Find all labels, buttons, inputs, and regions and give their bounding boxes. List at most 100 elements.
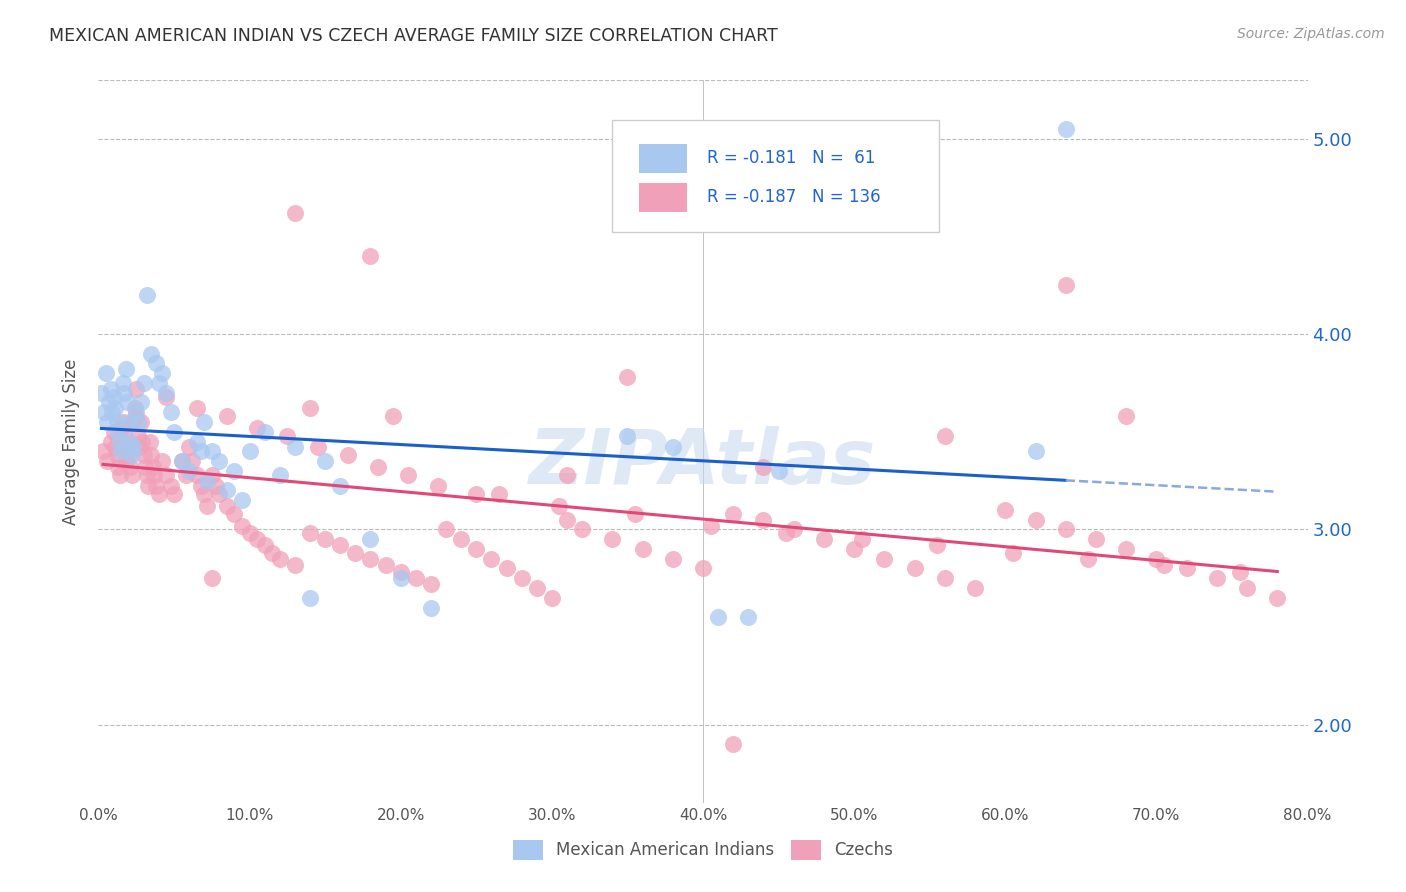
Point bbox=[100, 434, 122, 449]
Point bbox=[284, 441, 307, 455]
Point bbox=[481, 551, 503, 566]
Point bbox=[104, 441, 127, 455]
Point bbox=[93, 405, 115, 419]
Point bbox=[965, 581, 987, 595]
Point bbox=[934, 571, 956, 585]
Point bbox=[555, 467, 578, 482]
Point bbox=[134, 459, 156, 474]
Point bbox=[1206, 571, 1229, 585]
Point bbox=[145, 356, 167, 370]
Point bbox=[121, 467, 143, 482]
Point bbox=[253, 538, 276, 552]
Point bbox=[174, 467, 197, 482]
Point bbox=[269, 467, 291, 482]
Point bbox=[465, 487, 488, 501]
Point bbox=[94, 366, 117, 380]
Point bbox=[127, 428, 149, 442]
Point bbox=[1054, 523, 1077, 537]
Point bbox=[314, 532, 336, 546]
Text: Source: ZipAtlas.com: Source: ZipAtlas.com bbox=[1237, 27, 1385, 41]
Point bbox=[396, 467, 419, 482]
Point bbox=[631, 541, 654, 556]
Point bbox=[129, 395, 152, 409]
Point bbox=[1077, 551, 1099, 566]
Point bbox=[112, 385, 135, 400]
Point bbox=[873, 551, 896, 566]
Point bbox=[108, 434, 131, 449]
Point bbox=[1054, 278, 1077, 293]
Point bbox=[107, 459, 129, 474]
Point bbox=[114, 362, 136, 376]
Point bbox=[661, 551, 683, 566]
Point bbox=[91, 444, 114, 458]
Point bbox=[190, 479, 212, 493]
Point bbox=[190, 444, 212, 458]
Point bbox=[208, 487, 231, 501]
Point bbox=[624, 507, 647, 521]
Point bbox=[927, 538, 949, 552]
Point bbox=[129, 415, 152, 429]
Point bbox=[105, 448, 128, 462]
Point bbox=[389, 566, 412, 580]
Point bbox=[707, 610, 730, 624]
Point bbox=[813, 532, 835, 546]
Point bbox=[155, 385, 177, 400]
Point bbox=[163, 425, 186, 439]
Point bbox=[465, 541, 488, 556]
Point bbox=[1153, 558, 1175, 572]
Point bbox=[299, 526, 322, 541]
Point bbox=[98, 395, 121, 409]
Point bbox=[360, 551, 382, 566]
Point bbox=[120, 434, 142, 449]
Point bbox=[110, 434, 132, 449]
Point bbox=[139, 434, 162, 449]
Point bbox=[434, 523, 457, 537]
Point bbox=[103, 390, 125, 404]
Point bbox=[201, 467, 224, 482]
Point bbox=[299, 401, 322, 416]
Point bbox=[186, 401, 208, 416]
Text: MEXICAN AMERICAN INDIAN VS CZECH AVERAGE FAMILY SIZE CORRELATION CHART: MEXICAN AMERICAN INDIAN VS CZECH AVERAGE… bbox=[49, 27, 778, 45]
Point bbox=[120, 459, 142, 474]
Point bbox=[201, 571, 224, 585]
Point bbox=[1001, 546, 1024, 560]
Point bbox=[1115, 541, 1137, 556]
Point bbox=[768, 464, 790, 478]
Point bbox=[367, 459, 389, 474]
Point bbox=[360, 249, 382, 263]
Point bbox=[111, 376, 134, 390]
Point bbox=[284, 206, 307, 220]
Point bbox=[752, 459, 775, 474]
Point bbox=[262, 546, 284, 560]
Point bbox=[150, 454, 173, 468]
Point bbox=[276, 428, 298, 442]
Point bbox=[851, 532, 873, 546]
Y-axis label: Average Family Size: Average Family Size bbox=[62, 359, 80, 524]
Text: R = -0.187   N = 136: R = -0.187 N = 136 bbox=[707, 188, 880, 206]
Point bbox=[723, 737, 745, 751]
Point bbox=[125, 382, 148, 396]
Point bbox=[1229, 566, 1251, 580]
Point bbox=[96, 415, 118, 429]
Point bbox=[616, 370, 638, 384]
Legend: Mexican American Indians, Czechs: Mexican American Indians, Czechs bbox=[506, 833, 900, 867]
Point bbox=[571, 523, 593, 537]
Point bbox=[1115, 409, 1137, 424]
Point bbox=[118, 415, 141, 429]
Point bbox=[150, 366, 173, 380]
Point bbox=[105, 415, 128, 429]
Point bbox=[1024, 444, 1046, 458]
Point bbox=[389, 571, 412, 585]
Point bbox=[420, 600, 443, 615]
Point bbox=[215, 483, 238, 498]
Point bbox=[1175, 561, 1198, 575]
Point bbox=[540, 591, 562, 605]
Point bbox=[344, 546, 367, 560]
Point bbox=[132, 376, 155, 390]
Point bbox=[602, 532, 624, 546]
Point bbox=[699, 518, 721, 533]
Point bbox=[692, 561, 714, 575]
Point bbox=[1267, 591, 1289, 605]
Point bbox=[723, 507, 745, 521]
Point bbox=[307, 441, 329, 455]
